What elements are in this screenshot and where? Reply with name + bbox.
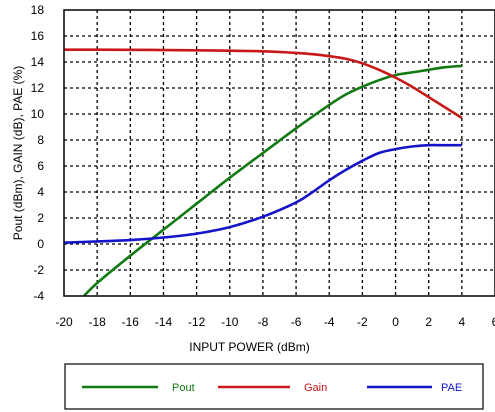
x-tick-label: -20 (55, 315, 73, 329)
y-tick-label: 12 (31, 81, 45, 95)
x-tick-label: -6 (291, 315, 302, 329)
y-tick-label: 4 (37, 185, 44, 199)
x-axis-label: INPUT POWER (dBm) (189, 340, 309, 354)
series-line-pout (82, 64, 462, 296)
y-tick-label: 6 (37, 159, 44, 173)
series-lines (64, 48, 463, 296)
x-tick-label: -10 (221, 315, 239, 329)
x-tick-label: -8 (258, 315, 269, 329)
x-tick-label: -2 (357, 315, 368, 329)
x-tick-label: 0 (392, 315, 399, 329)
plot-frame (63, 9, 495, 297)
x-tick-label: -4 (324, 315, 335, 329)
legend-label-pout: Pout (172, 382, 195, 394)
y-tick-label: -4 (33, 289, 44, 303)
x-tick-label: -18 (88, 315, 106, 329)
x-tick-label: 2 (425, 315, 432, 329)
y-tick-label: 2 (37, 211, 44, 225)
legend-label-pae: PAE (441, 382, 462, 394)
legend: Pout Gain PAE (64, 363, 484, 410)
y-tick-label: 8 (37, 133, 44, 147)
x-tick-label: -14 (155, 315, 173, 329)
y-tick-label: 14 (31, 55, 45, 69)
x-tick-label: 6 (492, 315, 495, 329)
x-tick-label: 4 (459, 315, 466, 329)
legend-label-gain: Gain (304, 382, 327, 394)
y-tick-label: -2 (33, 263, 44, 277)
series-line-gain (64, 48, 463, 120)
series-line-pae (64, 143, 462, 244)
y-tick-label: 16 (31, 29, 45, 43)
y-tick-label: 10 (31, 107, 45, 121)
y-tick-labels: -4 -2 0 2 4 6 8 10 12 14 16 18 (31, 3, 45, 303)
y-tick-label: 18 (31, 3, 45, 17)
y-tick-label: 0 (37, 237, 44, 251)
x-tick-label: -12 (188, 315, 206, 329)
y-axis-label: Pout (dBm), GAIN (dB), PAE (%) (11, 66, 25, 240)
x-tick-label: -16 (122, 315, 140, 329)
